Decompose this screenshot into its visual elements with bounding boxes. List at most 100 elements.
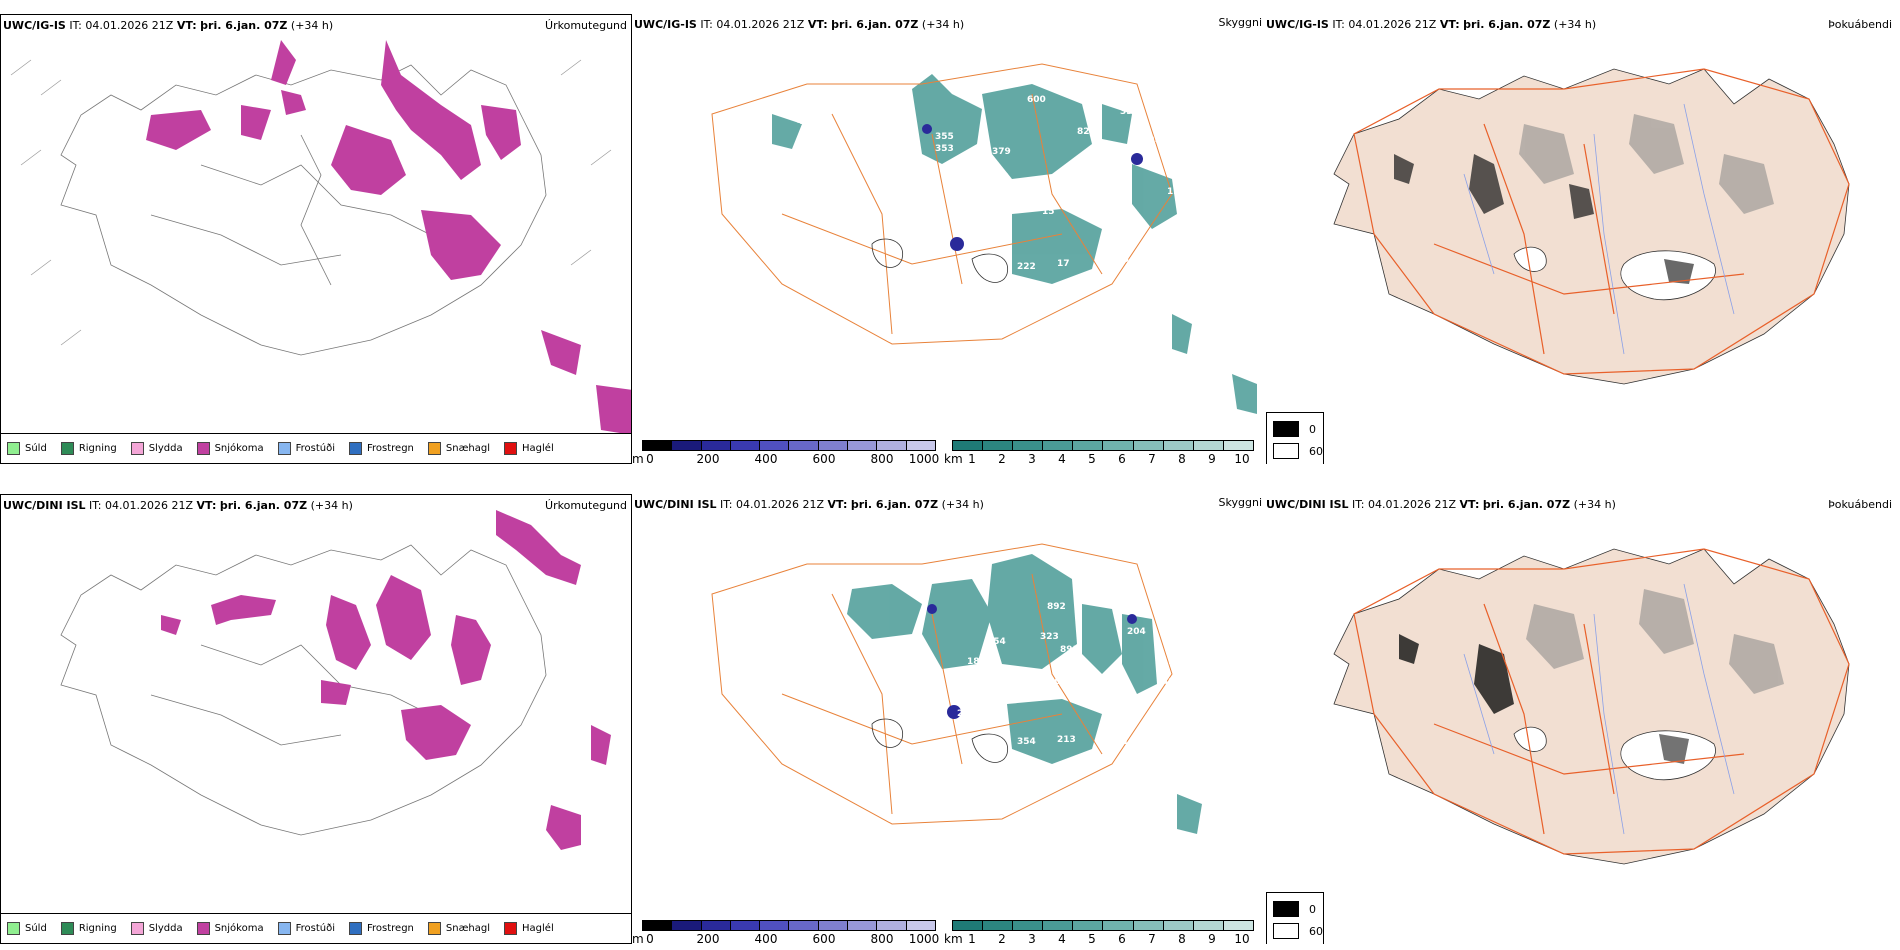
fog-map [1333, 548, 1850, 865]
colorbar-tick: 10 [1234, 932, 1250, 944]
map-value-label: 70 [1024, 692, 1037, 702]
precip-legend-item: Rigning [60, 922, 117, 935]
panel-title: UWC/IG-IS IT: 04.01.2026 21Z VT: þri. 6.… [3, 19, 334, 32]
map-value-label: 182 [967, 657, 986, 667]
map-value-label: 17 [1057, 259, 1070, 269]
colorbar-unit: km [944, 452, 963, 464]
colorbar-tick: 1000 [908, 932, 940, 944]
map-value-label: 329 [990, 172, 1009, 182]
panel-title: UWC/IG-IS IT: 04.01.2026 21Z VT: þri. 6.… [634, 18, 965, 31]
map-value-label: 43 [972, 157, 985, 167]
map-value-label: 421 [1147, 247, 1166, 257]
legend-swatch [7, 922, 20, 935]
map-value-label: 353 [1120, 107, 1139, 117]
colorbar-tick: 8 [1178, 452, 1186, 464]
colorbar-tick: 200 [696, 452, 720, 464]
map-value-label: 141 [1110, 737, 1129, 747]
colorbar-tick: 8 [1178, 932, 1186, 944]
fog-legend-item: 0 [1273, 901, 1316, 917]
colorbar-strip [642, 920, 936, 931]
colorbar-tick: 7 [1148, 452, 1156, 464]
precip-legend-item: Slydda [130, 922, 183, 935]
colorbar-tick: 5 [1088, 932, 1096, 944]
cloud-panel-bottom: UWC/DINI ISL IT: 04.01.2026 21Z VT: þri.… [632, 494, 1264, 944]
colorbar-tick: 2 [998, 932, 1006, 944]
colorbar-tick: 600 [812, 932, 836, 944]
colorbar-tick: 0 [646, 452, 654, 464]
colorbar-tick: 4 [1058, 452, 1066, 464]
map-value-label: 12 [1167, 187, 1180, 197]
map-value-label: 379 [992, 147, 1011, 157]
legend-swatch [7, 442, 20, 455]
panel-title: UWC/DINI ISL IT: 04.01.2026 21Z VT: þri.… [3, 499, 353, 512]
map-value-label: 892 [1047, 602, 1066, 612]
colorbar-tick: 800 [870, 932, 894, 944]
colorbar-unit: m [632, 452, 644, 464]
precip-legend: Súld Rigning Slydda Snjókoma Frostúði Fr… [1, 433, 631, 463]
colorbar-tick: 9 [1208, 452, 1216, 464]
panel-variable: Skyggni [1218, 496, 1262, 509]
colorbar-tick: 4 [1058, 932, 1066, 944]
cloud-panel-top: UWC/IG-IS IT: 04.01.2026 21Z VT: þri. 6.… [632, 14, 1264, 464]
colorbar-tick: 600 [812, 452, 836, 464]
colorbar-strip [952, 920, 1254, 931]
panel-title: UWC/DINI ISL IT: 04.01.2026 21Z VT: þri.… [1266, 498, 1616, 511]
map-value-label: 15 [1042, 207, 1055, 217]
map-value-label: 156 [1162, 657, 1181, 667]
colorbar-tick: 7 [1148, 932, 1156, 944]
precip-legend: Súld Rigning Slydda Snjókoma Frostúði Fr… [1, 913, 631, 943]
legend-swatch [504, 442, 518, 455]
map-value-label: 401 [797, 117, 816, 127]
colorbar-tick: 6 [1118, 932, 1126, 944]
colorbar-tick: 400 [754, 932, 778, 944]
map-value-label: 353 [935, 144, 954, 154]
fog-legend-item: 0 [1273, 421, 1316, 437]
legend-swatch [130, 442, 144, 455]
colorbar-m: m 0 200 400 600 800 1000 [632, 918, 942, 944]
map-value-label: 823 [1077, 127, 1096, 137]
map-value-label: 49 [1107, 237, 1120, 247]
panel-variable: Þokuábendi [1828, 498, 1892, 511]
map-value-label: 243 [957, 709, 976, 719]
map-value-label: 870 [1057, 657, 1076, 667]
precip-legend-item: Snjókoma [196, 442, 264, 455]
colorbar-tick: 1 [968, 452, 976, 464]
colorbar-tick: 3 [1028, 932, 1036, 944]
fog-legend: 0 60 [1266, 892, 1324, 944]
legend-swatch [427, 442, 441, 455]
legend-swatch [1273, 443, 1299, 459]
colorbar-unit: km [944, 932, 963, 944]
legend-swatch [1273, 923, 1299, 939]
panel-title: UWC/DINI ISL IT: 04.01.2026 21Z VT: þri.… [634, 498, 984, 511]
map-value-label: 335 [982, 187, 1001, 197]
legend-swatch [196, 442, 210, 455]
colorbar-tick: 0 [646, 932, 654, 944]
fog-legend-item: 60 [1273, 443, 1323, 459]
precip-legend-item: Haglél [504, 442, 554, 455]
panel-variable: Skyggni [1218, 16, 1262, 29]
legend-swatch [504, 922, 518, 935]
panel-title: UWC/IG-IS IT: 04.01.2026 21Z VT: þri. 6.… [1266, 18, 1597, 31]
legend-swatch [427, 922, 441, 935]
panel-variable: Þokuábendi [1828, 18, 1892, 31]
precip-type-panel-top: UWC/IG-IS IT: 04.01.2026 21Z VT: þri. 6.… [0, 14, 632, 464]
fog-map [1333, 68, 1850, 385]
panel-variable: Úrkomutegund [545, 19, 627, 32]
map-value-label: 27 [1172, 622, 1185, 632]
legend-swatch [196, 922, 210, 935]
colorbar-tick: 2 [998, 452, 1006, 464]
fog-panel-top: UWC/IG-IS IT: 04.01.2026 21Z VT: þri. 6.… [1264, 14, 1900, 464]
map-value-label: 290 [1042, 677, 1061, 687]
colorbar-km: km 1 2 3 4 5 6 7 8 9 10 [944, 918, 1262, 944]
colorbar-unit: m [632, 932, 644, 944]
colorbar-strip [952, 440, 1254, 451]
fog-legend-item: 60 [1273, 923, 1323, 939]
precip-legend-item: Súld [7, 922, 47, 935]
legend-swatch [60, 442, 74, 455]
legend-swatch [277, 442, 291, 455]
legend-swatch [1273, 901, 1299, 917]
map-value-label: 204 [1127, 627, 1146, 637]
precip-legend-item: Slydda [130, 442, 183, 455]
precip-legend-item: Súld [7, 442, 47, 455]
colorbar-tick: 6 [1118, 452, 1126, 464]
